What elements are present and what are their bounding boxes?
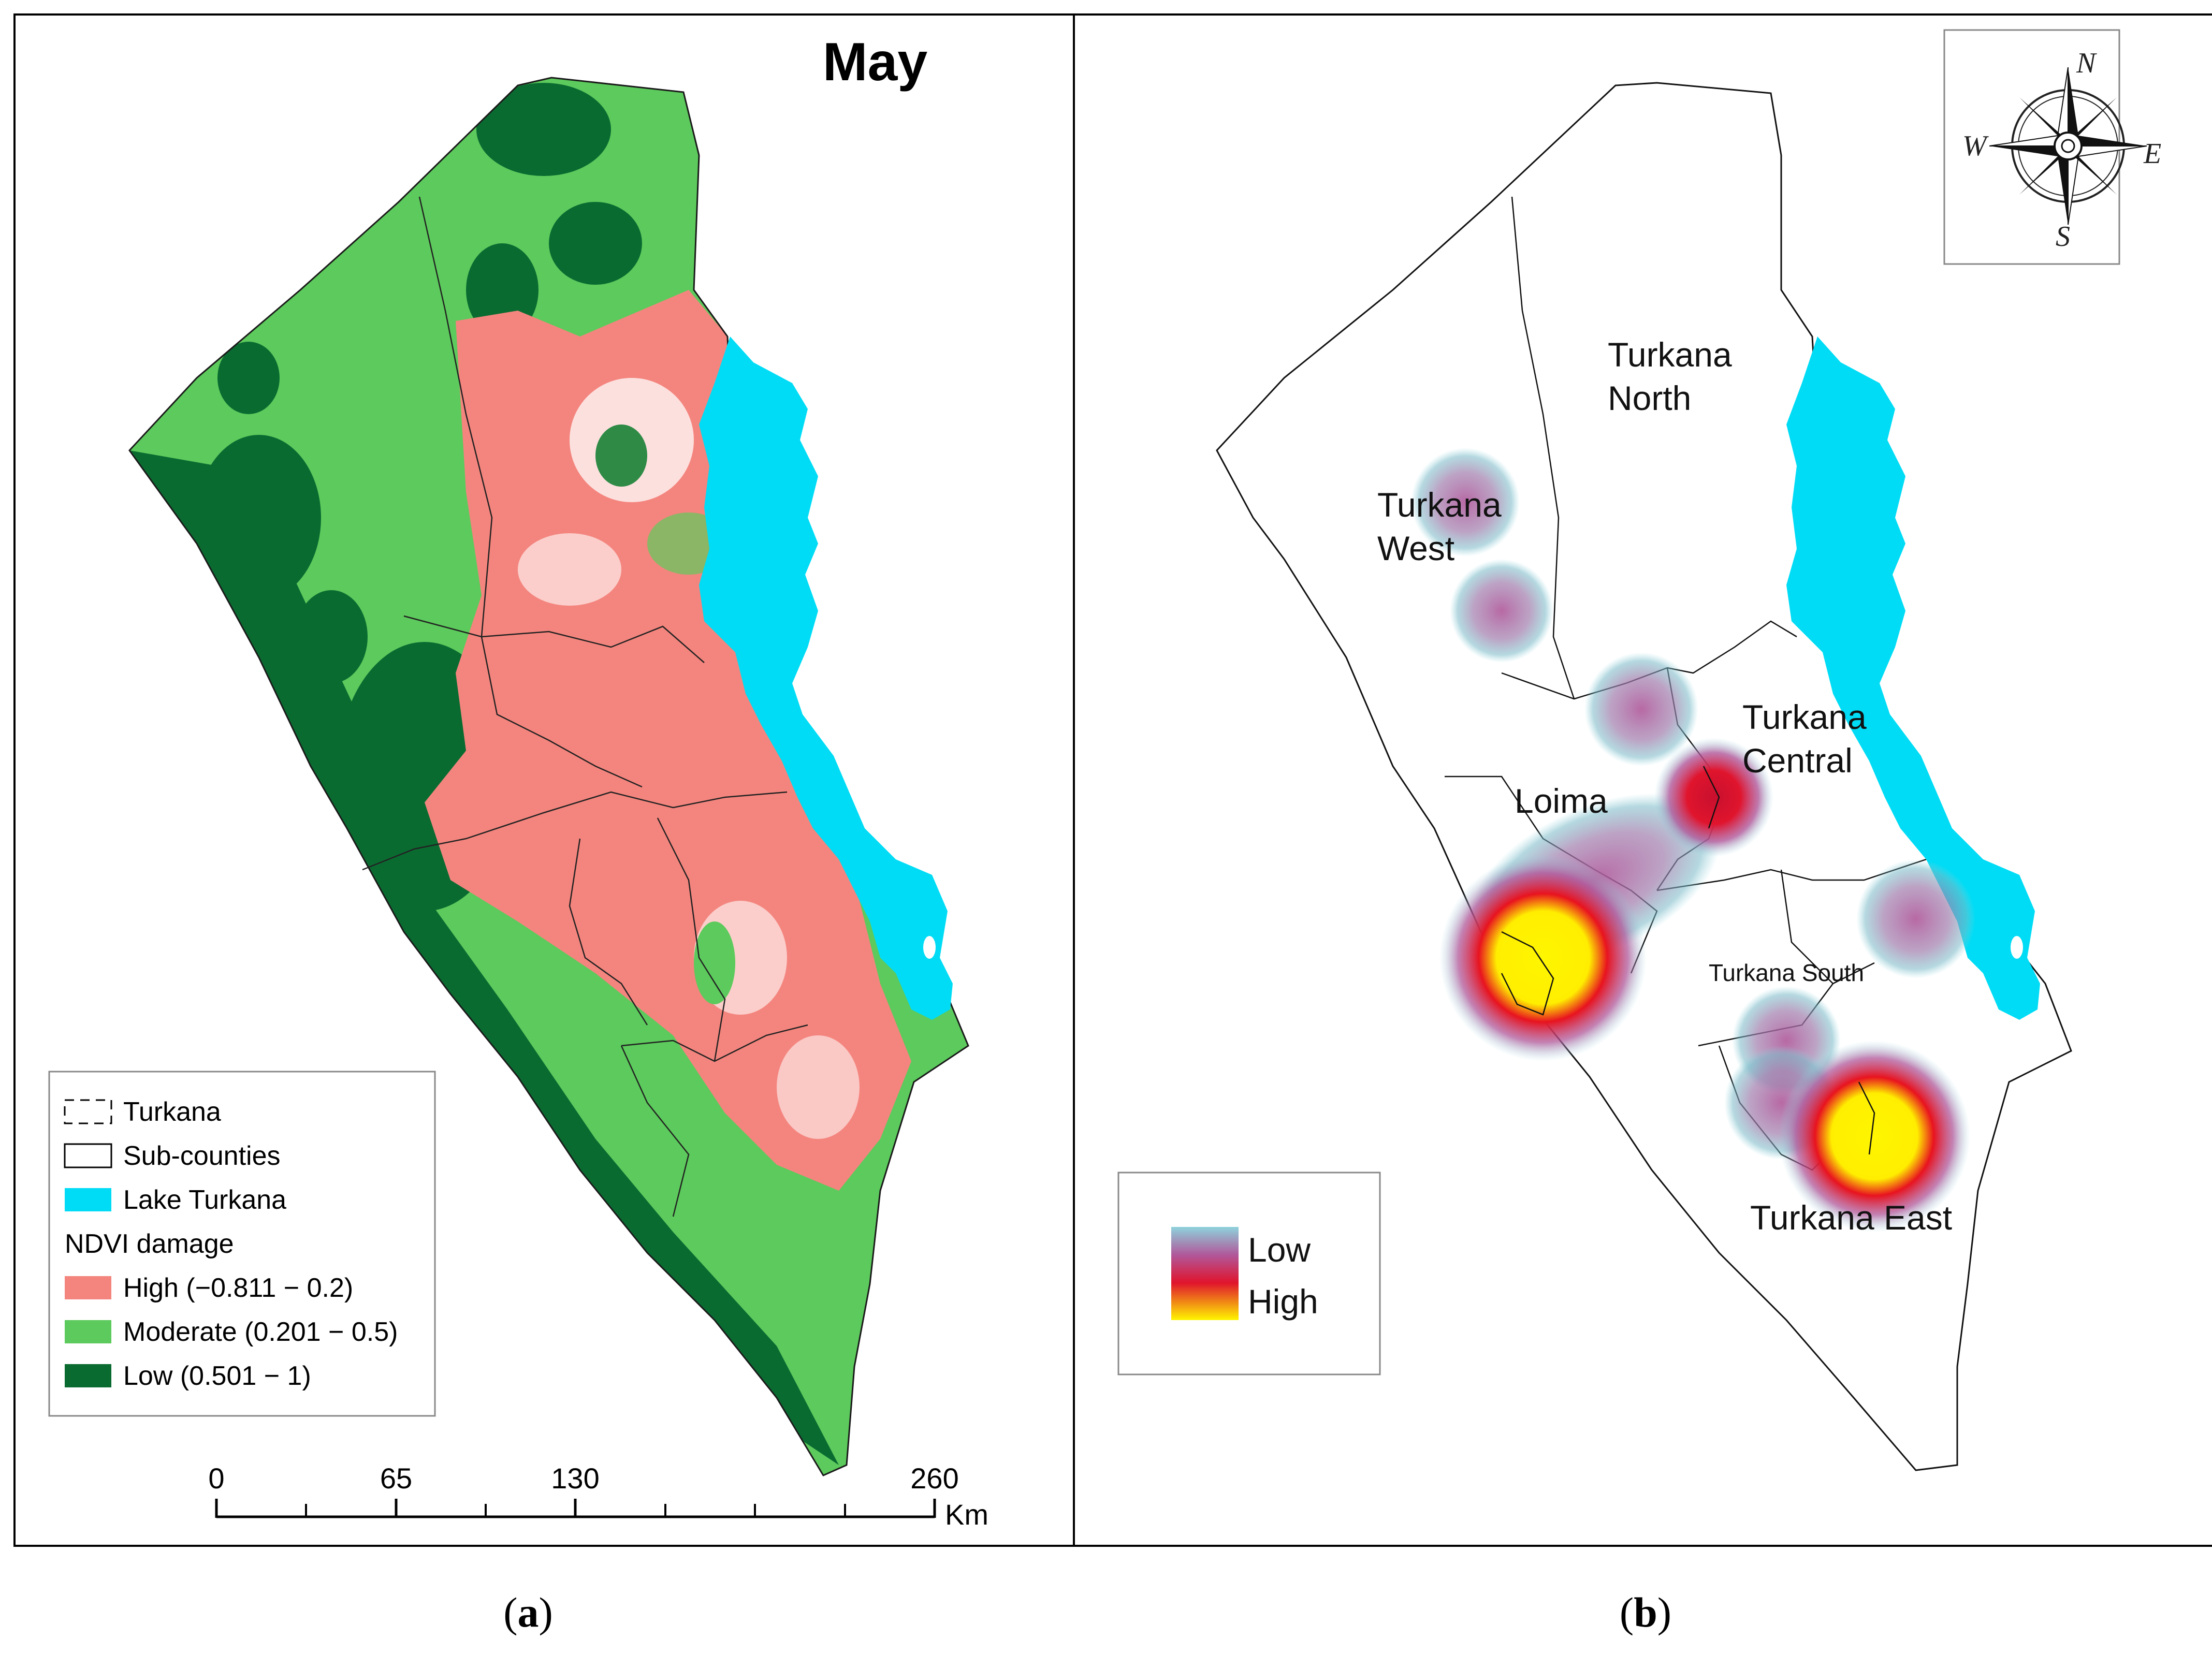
label-turkana-east: Turkana East — [1750, 1198, 1952, 1237]
legend-a: Turkana Sub-counties Lake Turkana NDVI d… — [48, 1071, 436, 1417]
scale-tick-130: 130 — [551, 1462, 599, 1495]
label-turkana-central-2: Central — [1742, 741, 1853, 780]
legend-high-symbol — [65, 1276, 111, 1299]
caption-a: (a) — [503, 1589, 553, 1636]
legend-high: High — [1248, 1282, 1318, 1321]
caption-b: (b) — [1620, 1589, 1671, 1636]
legend-ramp — [1171, 1227, 1239, 1320]
compass-e: E — [2143, 138, 2161, 170]
legend-subcounties-symbol — [64, 1143, 112, 1168]
legend-low: Low — [1248, 1231, 1311, 1269]
label-turkana-north-1: Turkana — [1608, 335, 1732, 374]
hotspot-central — [1654, 738, 1773, 857]
hotspot-loima-north — [1584, 652, 1698, 766]
captions: (a) (b) — [503, 1589, 1671, 1636]
subcounty-labels: Turkana North Turkana West Turkana Centr… — [1377, 335, 1952, 1237]
legend-low-label: Low (0.501 − 1) — [123, 1361, 311, 1391]
legend-subcounties-label: Sub-counties — [123, 1141, 281, 1171]
scale-tick-0: 0 — [208, 1462, 224, 1495]
legend-low-symbol — [65, 1364, 111, 1387]
legend-high-label: High (−0.811 − 0.2) — [123, 1273, 353, 1303]
scale-tick-65: 65 — [380, 1462, 412, 1495]
ndvi-high-zone — [425, 290, 911, 1191]
legend-moderate-label: Moderate (0.201 − 0.5) — [123, 1317, 398, 1347]
lake-turkana-a — [699, 336, 953, 1020]
label-turkana-west-1: Turkana — [1377, 486, 1502, 524]
legend-turkana-symbol — [64, 1099, 112, 1124]
panel-a: May Turkana Sub-counties Lake Turkana ND… — [13, 13, 1075, 1547]
scale-unit: Km — [945, 1498, 988, 1531]
sub-county-boundaries-a — [362, 196, 808, 1217]
map-title: May — [823, 32, 927, 92]
scale-tick-260: 260 — [910, 1462, 958, 1495]
label-turkana-central-1: Turkana — [1742, 698, 1867, 736]
north-arrow: N S W E — [1943, 29, 2161, 265]
legend-a-box — [48, 1071, 436, 1417]
legend-ndvi-title: NDVI damage — [65, 1229, 234, 1259]
legend-lake-label: Lake Turkana — [123, 1185, 286, 1215]
scale-bar: 0 65 130 260 Km — [208, 1462, 988, 1531]
compass-n: N — [2076, 47, 2097, 79]
label-loima: Loima — [1515, 782, 1608, 820]
compass-s: S — [2056, 221, 2070, 253]
panel-b: Turkana North Turkana West Turkana Centr… — [1073, 13, 2212, 1547]
legend-moderate-symbol — [65, 1320, 111, 1343]
hotspot-west-2 — [1450, 559, 1553, 663]
compass-w: W — [1962, 130, 1989, 162]
label-turkana-north-2: North — [1608, 379, 1691, 417]
label-turkana-south: Turkana South — [1709, 959, 1864, 986]
legend-turkana-label: Turkana — [123, 1097, 221, 1127]
hotspot-west-1 — [1411, 448, 1520, 557]
hotspot-loima-high — [1439, 854, 1647, 1061]
lake-turkana-b — [1786, 336, 2040, 1020]
legend-b: Low High — [1117, 1172, 1381, 1375]
hotspots — [1411, 448, 1975, 1232]
lake-island — [923, 936, 936, 959]
legend-lake-symbol — [65, 1188, 111, 1211]
boundary-overlay — [1501, 766, 1875, 1155]
hotspot-east-lake — [1856, 859, 1975, 978]
label-turkana-west-2: West — [1377, 529, 1454, 567]
legend-b-box — [1117, 1172, 1381, 1375]
ndvi-low-west — [129, 450, 839, 1465]
hotspot-east-high — [1779, 1041, 1970, 1232]
